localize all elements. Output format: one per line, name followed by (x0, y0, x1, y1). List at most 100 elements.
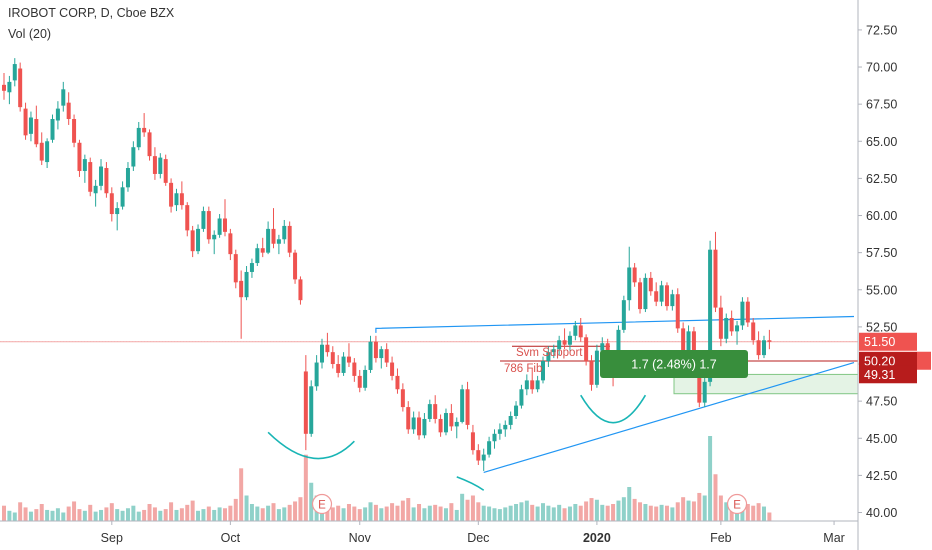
candle-body (724, 317, 729, 339)
candle-body (384, 349, 389, 363)
volume-bar (115, 509, 120, 521)
candle-body (271, 228, 276, 244)
volume-bar (190, 500, 195, 521)
volume-bar (61, 512, 66, 521)
volume-indicator-label[interactable]: Vol (20) (8, 27, 52, 41)
candle-body (336, 364, 341, 373)
volume-bar (206, 506, 211, 521)
volume-bar (686, 500, 691, 521)
candle-body (621, 300, 626, 330)
volume-bar (104, 507, 109, 521)
candle-body (217, 218, 222, 235)
candle-body (303, 371, 308, 434)
candle-body (93, 185, 98, 194)
volume-bar (222, 508, 227, 521)
volume-bar (276, 509, 281, 521)
volume-bar (390, 503, 395, 521)
candle-body (12, 64, 17, 81)
volume-bar (616, 500, 621, 521)
candle-body (368, 341, 373, 370)
volume-bar (82, 510, 87, 521)
candlesticks (2, 58, 772, 471)
candle-body (589, 361, 594, 385)
support-trendline[interactable] (483, 361, 855, 473)
candle-body (158, 157, 163, 174)
volume-bar (751, 505, 756, 521)
candle-body (99, 166, 104, 186)
volume-bar (330, 507, 335, 521)
candle-body (729, 317, 734, 332)
volume-bar (39, 504, 44, 521)
candle-body (174, 193, 179, 206)
volume-bar (303, 454, 308, 521)
symbol-title[interactable]: IROBOT CORP, D, Cboe BZX (8, 6, 175, 20)
volume-bar (724, 502, 729, 521)
candle-body (681, 328, 686, 363)
candle-body (422, 418, 427, 436)
volume-bar (514, 504, 519, 521)
candle-body (562, 340, 567, 345)
candle-body (718, 307, 723, 339)
candle-body (201, 211, 206, 229)
candle-body (206, 211, 211, 240)
volume-bar (562, 508, 567, 521)
cup-curve-left[interactable] (267, 431, 355, 460)
candle-body (330, 352, 335, 365)
candle-body (708, 249, 713, 382)
earnings-marker-label: E (318, 500, 326, 512)
candle-body (255, 248, 260, 264)
volume-bar (400, 500, 405, 521)
annotations[interactable]: Svm Support 786 Fib 1.7 (2.48%) 1.7 E E (311, 347, 748, 515)
candle-body (152, 156, 157, 174)
candle-body (541, 361, 545, 381)
volume-bar (287, 504, 292, 521)
candle-body (373, 341, 378, 359)
candle-body (751, 322, 756, 341)
candle-body (761, 340, 766, 356)
candle-body (66, 102, 71, 120)
candle-body (713, 249, 718, 308)
volume-bar (691, 501, 696, 521)
volume-bar (293, 501, 298, 521)
volume-bar (675, 502, 680, 521)
volume-bar (346, 504, 351, 521)
volume-bar (411, 507, 416, 521)
current-price-tag-label: 51.50 (864, 335, 895, 349)
candle-body (551, 349, 556, 353)
y-tick-label: 45.00 (866, 432, 897, 446)
volume-bar (670, 507, 675, 521)
cup-curve-right[interactable] (580, 394, 647, 424)
candle-body (298, 279, 303, 301)
volume-bar (449, 503, 454, 521)
volume-bar (584, 501, 589, 521)
cup-curve-middle[interactable] (456, 476, 485, 491)
candle-body (249, 263, 254, 272)
earnings-marker[interactable] (311, 493, 333, 515)
volume-bar (589, 498, 594, 521)
volume-bar (363, 507, 368, 521)
candle-body (492, 433, 497, 442)
candle-body (691, 331, 696, 365)
volume-bar (535, 506, 540, 521)
candle-body (320, 344, 325, 363)
resistance-trendline[interactable] (375, 315, 855, 333)
x-tick-label: Mar (823, 531, 845, 545)
candle-body (379, 349, 384, 359)
volume-bar (406, 498, 411, 521)
candle-body (524, 380, 529, 390)
x-tick-label: Sep (101, 531, 123, 545)
candle-body (465, 389, 470, 425)
volume-bar (2, 505, 6, 521)
candle-body (179, 193, 184, 206)
volume-bars (2, 436, 772, 521)
volume-bar (438, 506, 443, 521)
drawing-tools[interactable] (267, 315, 859, 491)
volume-bar (341, 508, 346, 521)
earnings-marker[interactable] (726, 493, 748, 515)
position-badge[interactable] (600, 350, 748, 378)
y-tick-label: 70.00 (866, 61, 897, 75)
volume-bar (352, 506, 357, 521)
candle-body (325, 344, 330, 353)
volume-bar (729, 504, 734, 521)
